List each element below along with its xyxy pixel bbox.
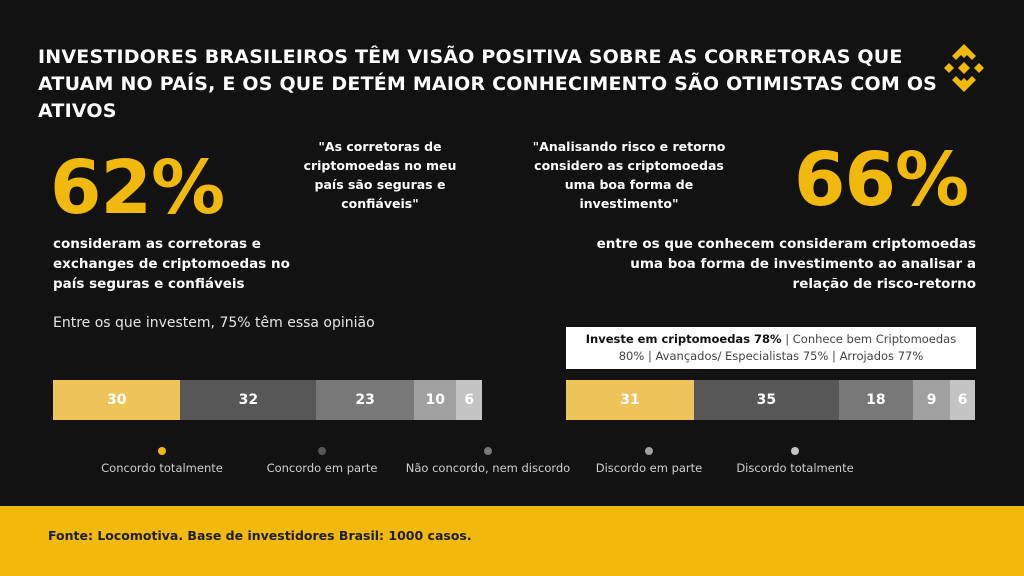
info-bold-text: Investe em criptomoedas 78% <box>585 332 782 346</box>
legend-item-1: Concordo totalmente <box>77 447 247 475</box>
left-bar-label-5: 6 <box>464 392 475 408</box>
legend-dot-icon <box>791 447 799 455</box>
right-bar-label-2: 35 <box>756 392 777 408</box>
right-quote: "Analisando risco e retorno considero as… <box>532 139 726 211</box>
legend-label: Concordo em parte <box>266 461 378 475</box>
legend-dot-icon <box>484 447 492 455</box>
right-bar-label-1: 31 <box>620 392 640 408</box>
left-bar-label-4: 10 <box>425 392 445 408</box>
left-bar-segment-3: 23 <box>316 380 415 420</box>
legend-item-2: Concordo em parte <box>237 447 407 475</box>
left-bar-label-3: 23 <box>355 392 375 408</box>
left-bar-segment-2: 32 <box>180 380 317 420</box>
investors-subnote: Entre os que investem, 75% têm essa opin… <box>53 315 375 331</box>
page-title: INVESTIDORES BRASILEIROS TÊM VISÃO POSIT… <box>38 46 938 122</box>
legend-label: Concordo totalmente <box>101 461 223 475</box>
segment-info-box: Investe em criptomoedas 78% | Conhece be… <box>566 327 976 369</box>
info-rest-text: | Conhece bem Criptomoedas 80% | Avançad… <box>618 332 957 363</box>
legend-label: Discordo totalmente <box>736 461 854 475</box>
left-description: consideram as corretoras e exchanges de … <box>53 236 290 292</box>
legend-item-4: Discordo em parte <box>564 447 734 475</box>
left-bar-label-1: 30 <box>106 392 127 408</box>
right-bar-segment-5: 6 <box>950 380 975 420</box>
left-bar-label-2: 32 <box>238 392 259 408</box>
right-bar-segment-4: 9 <box>913 380 951 420</box>
right-big-percent: 66% <box>794 137 969 223</box>
left-big-percent: 62% <box>50 145 225 231</box>
right-description: entre os que conhecem consideram criptom… <box>596 236 976 292</box>
footer-band: Fonte: Locomotiva. Base de investidores … <box>0 506 1024 576</box>
left-stacked-bar: 30 32 23 10 6 <box>53 380 482 420</box>
legend-dot-icon <box>645 447 653 455</box>
right-bar-segment-1: 31 <box>566 380 695 420</box>
left-bar-segment-1: 30 <box>53 380 181 420</box>
left-bar-segment-4: 10 <box>414 380 457 420</box>
left-quote: "As corretoras de criptomoedas no meu pa… <box>303 139 457 211</box>
right-bar-label-4: 9 <box>926 392 937 408</box>
right-stacked-bar: 31 35 18 9 6 <box>566 380 975 420</box>
source-note: Fonte: Locomotiva. Base de investidores … <box>48 528 472 543</box>
legend-label: Discordo em parte <box>595 461 703 475</box>
right-bar-label-5: 6 <box>957 392 968 408</box>
legend-dot-icon <box>318 447 326 455</box>
right-bar-segment-3: 18 <box>838 380 914 420</box>
binance-logo-icon <box>944 44 984 92</box>
legend-label: Não concordo, nem discordo <box>405 461 571 475</box>
left-bar-segment-5: 6 <box>456 380 482 420</box>
right-bar-segment-2: 35 <box>694 380 839 420</box>
legend-item-3: Não concordo, nem discordo <box>403 447 573 475</box>
legend-item-5: Discordo totalmente <box>710 447 880 475</box>
legend-dot-icon <box>158 447 166 455</box>
right-bar-label-3: 18 <box>866 392 886 408</box>
